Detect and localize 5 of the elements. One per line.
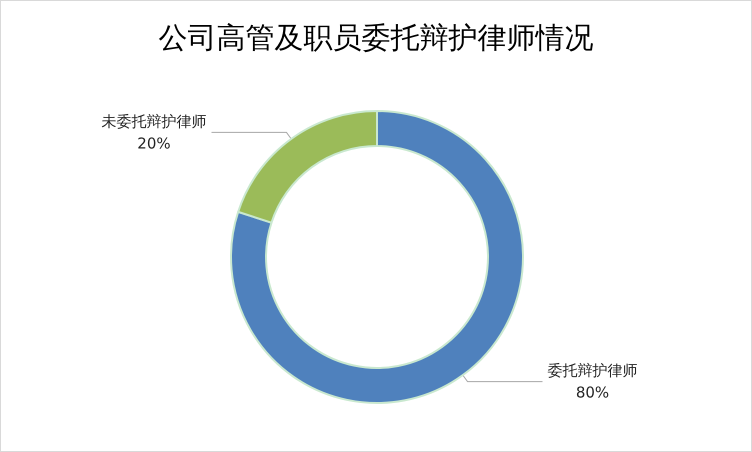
slice-label: 未委托辩护律师 — [101, 112, 206, 130]
slice-label: 委托辩护律师 — [548, 362, 638, 380]
data-label: 80% — [576, 384, 610, 402]
data-label: 20% — [137, 134, 171, 152]
chart-title: 公司高管及职员委托辩护律师情况 — [158, 22, 594, 54]
